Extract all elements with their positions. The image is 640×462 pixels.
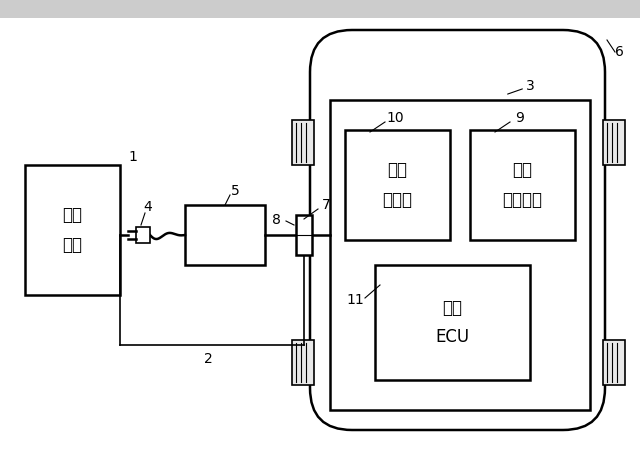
Text: 3: 3 — [525, 79, 534, 93]
Text: 8: 8 — [271, 213, 280, 227]
Text: 1: 1 — [128, 150, 137, 164]
Text: 9: 9 — [516, 111, 524, 125]
Bar — [330, 100, 590, 410]
Text: 車載
バッテリ: 車載 バッテリ — [502, 161, 543, 209]
Bar — [0, 0, 640, 18]
Text: 7: 7 — [322, 198, 330, 212]
Bar — [292, 120, 314, 165]
Bar — [185, 205, 265, 265]
Bar — [296, 215, 312, 255]
Text: 4: 4 — [143, 200, 152, 214]
Bar — [375, 265, 530, 380]
Bar — [292, 340, 314, 385]
Text: 11: 11 — [346, 293, 364, 307]
Bar — [603, 340, 625, 385]
Text: 外部
電源: 外部 電源 — [63, 207, 83, 254]
Bar — [603, 120, 625, 165]
Text: 10: 10 — [386, 111, 404, 125]
Bar — [25, 165, 120, 295]
Bar — [345, 130, 450, 240]
Text: 2: 2 — [204, 352, 212, 366]
Bar — [136, 227, 150, 243]
Text: 6: 6 — [614, 45, 623, 59]
Text: 車両
ECU: 車両 ECU — [435, 299, 470, 346]
Text: 5: 5 — [230, 184, 239, 198]
FancyBboxPatch shape — [310, 30, 605, 430]
Bar — [470, 130, 575, 240]
Text: 車載
充電器: 車載 充電器 — [383, 161, 413, 209]
